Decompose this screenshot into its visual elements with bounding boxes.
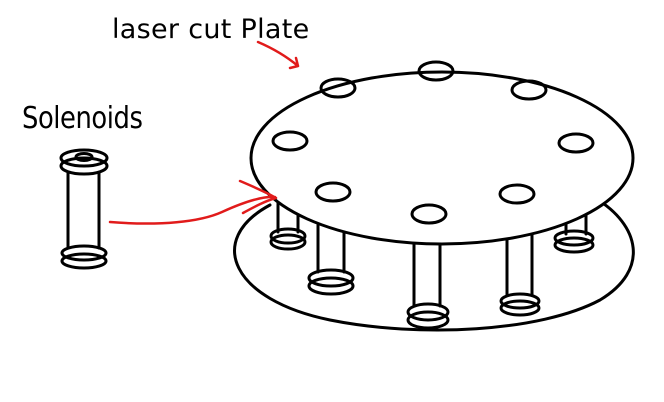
solenoids-label: Solenoids (22, 101, 143, 136)
column-front-center (406, 236, 450, 330)
hole (319, 77, 357, 99)
column-front-left (307, 223, 355, 296)
column-front-right (499, 226, 541, 317)
hole (510, 79, 548, 101)
hole (557, 132, 595, 154)
hole (498, 183, 536, 205)
bottom-plate (233, 196, 635, 332)
plate-pointer-arrow (256, 40, 300, 70)
hole (410, 203, 448, 225)
top-plate (249, 70, 635, 246)
hole (417, 60, 455, 82)
hole (271, 130, 309, 152)
solenoid-illustration (59, 148, 109, 270)
solenoid-pointer-arrow (108, 179, 278, 225)
laser-cut-plate-label: laser cut Plate (112, 14, 310, 45)
hole (314, 181, 352, 203)
